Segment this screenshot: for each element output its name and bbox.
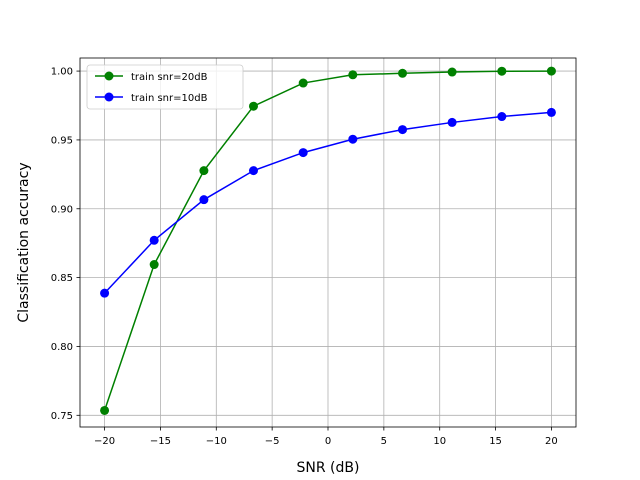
data-point — [298, 148, 308, 158]
data-point — [298, 78, 308, 88]
x-tick-label: −15 — [150, 436, 171, 447]
series-line — [103, 70, 552, 411]
x-tick-label: 10 — [433, 436, 446, 447]
data-point — [398, 68, 408, 78]
legend-box — [86, 64, 244, 110]
data-point — [248, 166, 258, 176]
data-point — [100, 405, 110, 415]
series-group — [100, 107, 556, 298]
data-point — [546, 107, 556, 117]
y-tick-label: 0.85 — [51, 273, 73, 284]
data-point — [199, 166, 209, 176]
series-layer — [100, 66, 556, 415]
y-tick-label: 0.75 — [51, 411, 73, 422]
axis-ticks: −20 −15 −10 −5 0 5 10 15 20 0.75 0.80 0.85 0.90 0.95 1… — [51, 67, 558, 447]
data-point — [497, 112, 507, 122]
legend-label: train snr=20dB — [131, 72, 208, 83]
legend-marker — [104, 92, 114, 102]
y-tick-label: 0.90 — [51, 204, 73, 215]
data-point — [199, 195, 209, 205]
y-tick-label: 0.95 — [51, 135, 73, 146]
series-group — [100, 66, 556, 415]
legend-label: train snr=10dB — [131, 93, 208, 104]
y-axis-label: Classification accuracy — [16, 162, 32, 322]
legend-marker — [104, 71, 114, 81]
x-tick-label: −20 — [94, 436, 115, 447]
y-tick-label: 0.80 — [51, 342, 73, 353]
data-point — [447, 117, 457, 127]
x-tick-label: −10 — [206, 436, 227, 447]
series-line — [104, 111, 552, 294]
data-point — [149, 235, 159, 245]
grid — [80, 58, 576, 427]
x-tick-label: 15 — [489, 436, 502, 447]
x-tick-label: −5 — [265, 436, 280, 447]
legend: train snr=20dB train snr=10dB — [86, 64, 244, 110]
data-point — [248, 101, 258, 111]
data-point — [497, 66, 507, 76]
data-point — [348, 70, 358, 80]
data-point — [546, 66, 556, 76]
data-point — [348, 134, 358, 144]
x-tick-label: 0 — [325, 436, 331, 447]
x-tick-label: 5 — [381, 436, 387, 447]
data-point — [398, 125, 408, 135]
data-point — [149, 260, 159, 270]
data-point — [447, 67, 457, 77]
x-axis-label: SNR (dB) — [297, 460, 360, 476]
x-tick-label: 20 — [545, 436, 558, 447]
data-point — [100, 288, 110, 298]
y-tick-label: 1.00 — [51, 67, 73, 78]
